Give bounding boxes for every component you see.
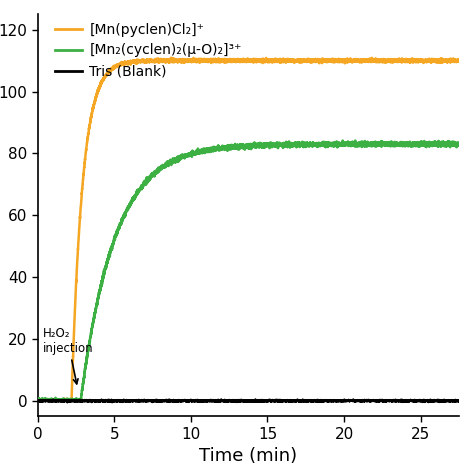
Legend: [Mn(pyclen)Cl₂]⁺, [Mn₂(cyclen)₂(μ-O)₂]³⁺, Tris (Blank): [Mn(pyclen)Cl₂]⁺, [Mn₂(cyclen)₂(μ-O)₂]³⁺…	[53, 21, 243, 80]
Text: H₂O₂
injection: H₂O₂ injection	[43, 326, 93, 384]
X-axis label: Time (min): Time (min)	[199, 447, 298, 465]
